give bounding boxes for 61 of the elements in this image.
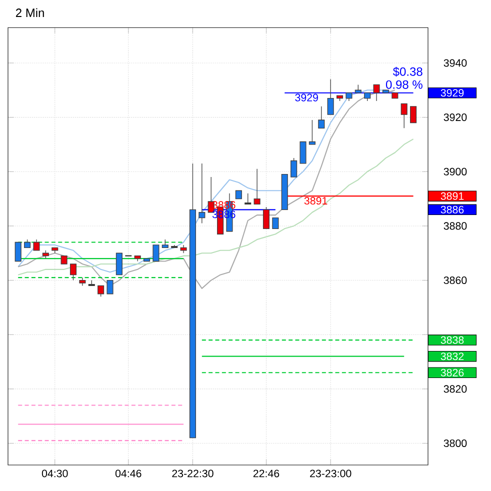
candlestick bbox=[98, 285, 104, 297]
candlestick bbox=[327, 78, 334, 115]
candlestick bbox=[336, 95, 344, 102]
y-tick-label: 3940 bbox=[444, 59, 467, 67]
candlestick bbox=[180, 244, 187, 254]
candlestick bbox=[14, 242, 22, 262]
x-tick-label: 04:46 bbox=[115, 470, 142, 478]
candlestick bbox=[318, 106, 325, 128]
candlestick bbox=[24, 239, 31, 248]
candlestick bbox=[262, 206, 270, 230]
data-label: 3929 bbox=[295, 94, 318, 102]
candlestick bbox=[70, 264, 77, 281]
data-label: 3886 bbox=[212, 210, 236, 218]
candlestick bbox=[410, 106, 417, 124]
y-tick-label: 3886 bbox=[440, 206, 464, 214]
chart-title: 2 Min bbox=[16, 8, 44, 17]
candlestick bbox=[134, 256, 141, 262]
x-tick-label: 22:46 bbox=[253, 470, 280, 478]
candlestick bbox=[33, 239, 40, 251]
candlestick bbox=[272, 217, 279, 230]
candlestick bbox=[189, 163, 196, 438]
data-label: 3891 bbox=[304, 197, 328, 205]
y-tick-label: 3880 bbox=[444, 222, 467, 230]
y-tick-label: 3800 bbox=[444, 439, 467, 448]
y-tick-label: 3838 bbox=[440, 336, 464, 344]
candlestick bbox=[60, 256, 68, 264]
x-tick-label: 23-23:00 bbox=[310, 470, 352, 478]
candlestick bbox=[244, 193, 252, 205]
candlestick bbox=[308, 120, 316, 145]
annotation: $0.38 bbox=[392, 66, 422, 77]
candlestick bbox=[144, 258, 150, 262]
candlestick bbox=[106, 280, 114, 294]
candlestick bbox=[198, 163, 206, 224]
y-tick-label: 3820 bbox=[444, 385, 467, 393]
y-tick-label: 3929 bbox=[440, 89, 464, 97]
candlestick bbox=[254, 168, 260, 205]
candlestick bbox=[162, 239, 168, 248]
candlestick bbox=[382, 90, 390, 94]
candlestick bbox=[364, 92, 371, 102]
candlestick bbox=[88, 280, 95, 286]
y-tick-label: 3900 bbox=[444, 168, 467, 176]
y-tick-label: 3891 bbox=[440, 192, 464, 200]
candlestick bbox=[392, 92, 398, 99]
candlestick bbox=[346, 92, 352, 102]
x-tick-label: 04:30 bbox=[42, 470, 68, 478]
candlestick bbox=[152, 244, 160, 262]
candlestick bbox=[116, 252, 122, 276]
candlestick bbox=[290, 158, 298, 178]
candlestick bbox=[300, 141, 306, 164]
candlestick bbox=[400, 103, 408, 128]
x-tick-label: 23-22:30 bbox=[172, 470, 214, 478]
y-tick-label: 3920 bbox=[444, 114, 467, 122]
candlestick bbox=[79, 277, 86, 286]
candlestick bbox=[171, 244, 178, 248]
candlestick bbox=[281, 174, 288, 210]
y-tick-label: 3826 bbox=[440, 368, 464, 376]
y-tick-label: 3832 bbox=[440, 352, 464, 360]
y-tick-label: 3860 bbox=[444, 276, 467, 284]
annotation: 0.98 % bbox=[386, 80, 422, 89]
candlestick bbox=[235, 190, 242, 200]
candlestick bbox=[373, 84, 380, 102]
